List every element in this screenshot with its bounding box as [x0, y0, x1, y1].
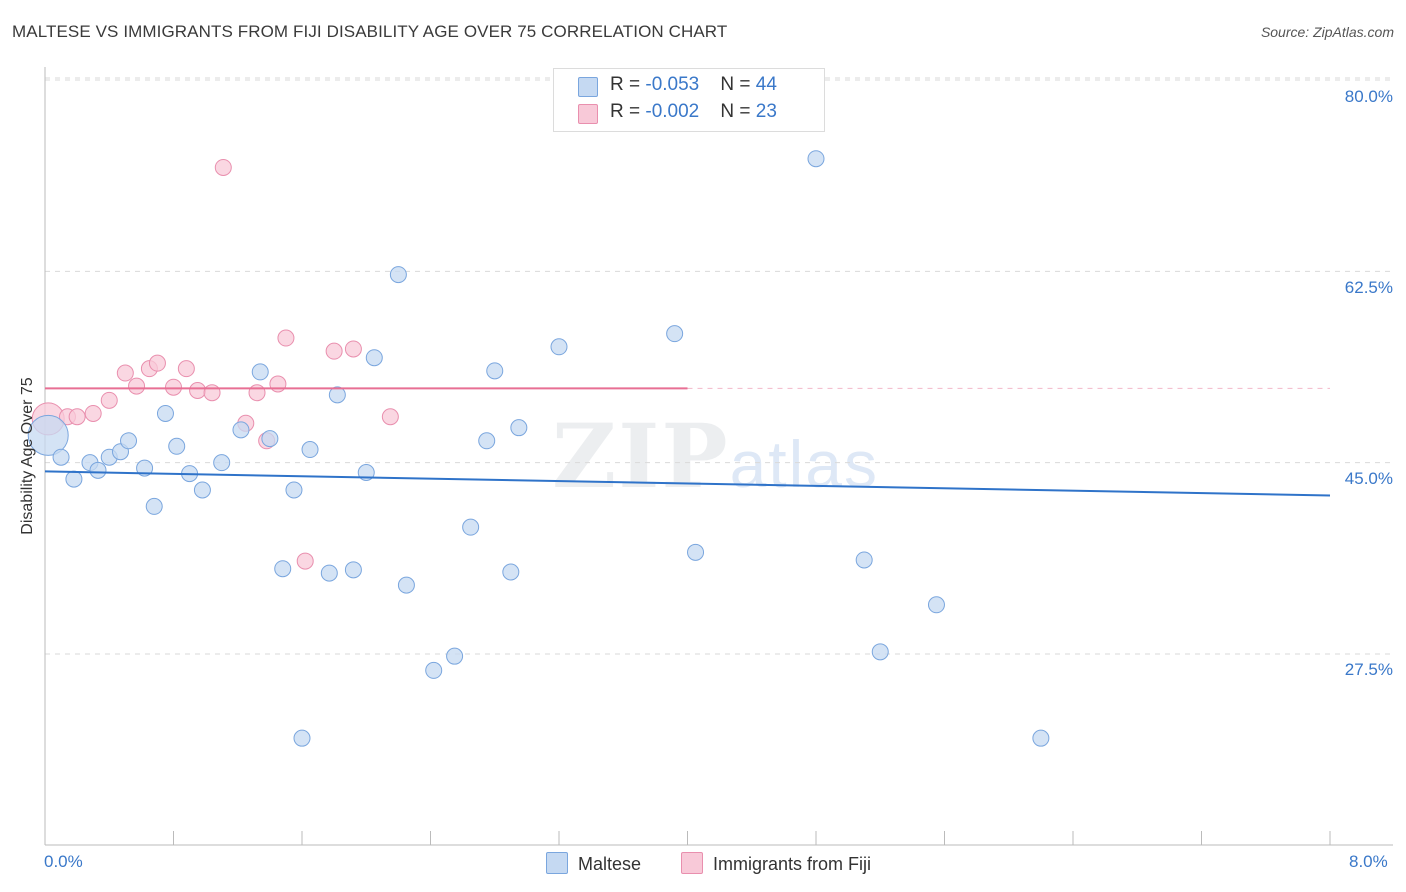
maltese-point: [510, 419, 528, 437]
legend-r-value: -0.002: [645, 101, 700, 122]
legend-r-value: -0.053: [645, 74, 700, 95]
fiji-point: [325, 342, 343, 360]
maltese-point: [871, 643, 889, 661]
fiji-point: [381, 408, 399, 426]
maltese-point: [232, 421, 250, 439]
maltese-point: [1032, 729, 1050, 747]
y-tick-label: 80.0%: [1344, 87, 1393, 106]
maltese-point: [389, 266, 407, 284]
maltese-point: [328, 386, 346, 404]
y-tick-label: 45.0%: [1344, 469, 1393, 488]
fiji-point: [128, 377, 146, 395]
fiji-point: [277, 329, 295, 347]
y-axis-label: Disability Age Over 75: [19, 377, 36, 535]
maltese-point: [855, 551, 873, 569]
maltese-point: [927, 596, 945, 614]
maltese-point: [136, 459, 154, 477]
maltese-point: [687, 543, 705, 561]
fiji-point: [116, 364, 134, 382]
maltese-point: [462, 518, 480, 536]
fiji-point: [100, 391, 118, 409]
fiji-legend-label: Immigrants from Fiji: [713, 854, 872, 874]
bottom-legend-maltese: Maltese: [546, 852, 641, 875]
x-tick-label-max: 8.0%: [1349, 852, 1388, 871]
legend-r-label: R =: [610, 74, 646, 95]
maltese-point: [156, 404, 174, 422]
fiji-legend-swatch: [681, 852, 703, 874]
maltese-point: [27, 414, 69, 456]
maltese-point: [550, 338, 568, 356]
maltese-legend-label: Maltese: [578, 854, 642, 874]
fiji-point: [248, 384, 266, 402]
maltese-point: [261, 430, 279, 448]
maltese-point: [478, 432, 496, 450]
y-tick-label: 27.5%: [1344, 660, 1393, 679]
maltese-point: [193, 481, 211, 499]
bottom-legend-fiji: Immigrants from Fiji: [681, 852, 871, 875]
chart-title: MALTESE VS IMMIGRANTS FROM FIJI DISABILI…: [12, 22, 728, 41]
legend-n-label: N =: [720, 74, 756, 95]
maltese-point: [320, 564, 338, 582]
legend-n-label: N =: [720, 101, 756, 122]
maltese-point: [120, 432, 138, 450]
fiji-point: [269, 375, 287, 393]
maltese-point: [301, 441, 319, 459]
fiji-point: [68, 408, 86, 426]
source-credit: Source: ZipAtlas.com: [1260, 24, 1394, 40]
fiji-point: [344, 340, 362, 358]
maltese-point: [65, 470, 83, 488]
maltese-point: [274, 560, 292, 578]
y-tick-label: 62.5%: [1344, 278, 1393, 297]
maltese-point: [502, 563, 520, 581]
fiji-point: [189, 382, 207, 400]
fiji-point: [177, 360, 195, 378]
maltese-point: [145, 497, 163, 515]
fiji-point: [296, 552, 314, 570]
fiji-swatch: [578, 104, 598, 124]
maltese-point: [213, 454, 231, 472]
maltese-trend-line: [44, 470, 1331, 497]
fiji-point: [148, 354, 166, 372]
maltese-point: [666, 325, 684, 343]
maltese-point: [89, 461, 107, 479]
fiji-point: [84, 404, 102, 422]
maltese-point: [425, 661, 443, 679]
maltese-point: [293, 729, 311, 747]
x-tick-label-min: 0.0%: [44, 852, 83, 871]
maltese-point: [168, 437, 186, 455]
fiji-point: [203, 384, 221, 402]
legend-n-value: 44: [755, 74, 777, 95]
maltese-point: [807, 150, 825, 168]
fiji-point: [165, 378, 182, 396]
maltese-swatch: [578, 77, 598, 97]
maltese-point: [486, 362, 504, 380]
fiji-point: [214, 158, 232, 176]
maltese-legend-swatch: [546, 852, 568, 874]
maltese-point: [365, 349, 383, 367]
maltese-point: [446, 647, 464, 665]
maltese-point: [251, 363, 269, 381]
maltese-point: [397, 576, 415, 594]
maltese-point: [52, 448, 70, 466]
legend-r-label: R =: [610, 101, 646, 122]
legend-n-value: 23: [755, 101, 777, 122]
correlation-legend: R = -0.053 N = 44 R = -0.002 N = 23: [553, 68, 825, 132]
maltese-point: [285, 481, 303, 499]
maltese-point: [344, 561, 362, 579]
